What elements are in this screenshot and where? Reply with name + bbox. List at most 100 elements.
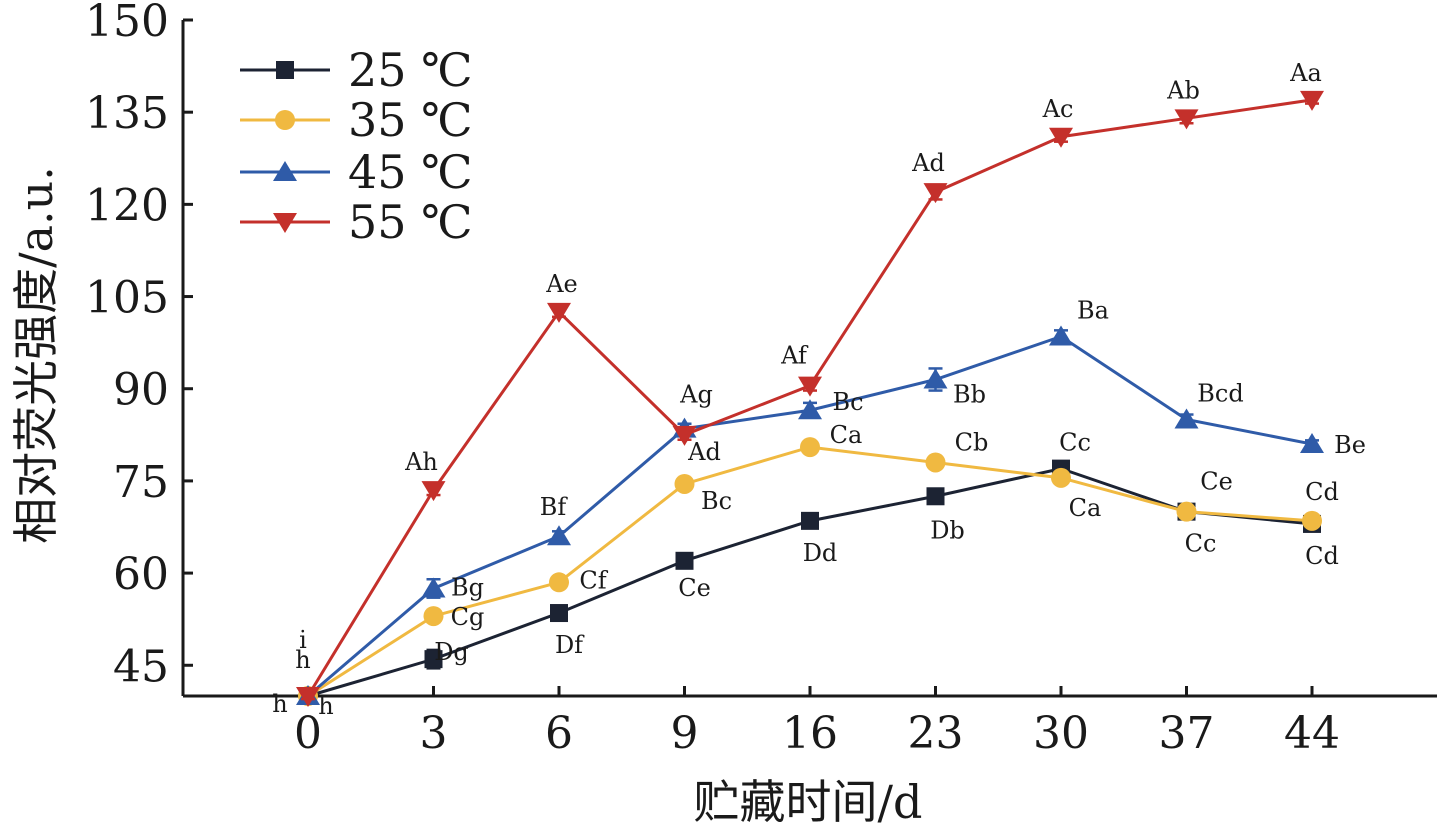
data-point [923,183,948,204]
data-point [923,368,948,389]
legend-entry: 55 ℃ [240,195,473,249]
data-point [296,687,320,707]
legend-marker [276,61,294,79]
data-point [547,302,571,323]
data-point [674,473,695,494]
data-point [423,606,444,627]
data-point [1176,501,1197,522]
data-point [798,376,822,397]
data-label: Bc [701,487,732,515]
y-tick-label: 120 [85,180,169,231]
data-label: Cc [1185,530,1217,558]
data-label: Cf [579,566,608,594]
data-point [1174,408,1199,429]
x-tick-label: 9 [671,708,699,759]
data-point [424,650,443,669]
data-point [1049,325,1073,346]
data-label: Ac [1042,95,1074,123]
data-label: Cc [1059,429,1091,457]
data-label: Dg [434,638,469,666]
series-layer [296,90,1324,707]
x-tick-label: 0 [294,708,322,759]
legend: 25 ℃35 ℃45 ℃55 ℃ [240,43,473,249]
data-point [550,604,568,623]
data-label: Bf [540,493,569,521]
series-4 [296,90,1324,707]
data-point [1300,90,1324,111]
data-label: Cd [1305,478,1339,506]
data-point [800,437,820,458]
data-point [801,511,819,530]
data-label: Ca [1069,494,1102,522]
data-point [1300,433,1324,454]
data-point [1049,127,1073,148]
y-axis-title: 相对荧光强度/a.u. [9,166,63,544]
data-label: Ae [545,270,578,298]
data-label: Dd [803,539,838,567]
data-label: Af [780,342,809,370]
legend-entry: 45 ℃ [240,145,473,199]
data-label: Cg [451,603,485,631]
data-label: Bb [953,381,986,409]
data-labels: h Dg Df Ce Dd Db Cc Cc Cd h Cg Cf Bc Ca Cb Ca Ce Cd h Bg Bf A… [272,59,1366,720]
data-label: Ca [830,421,863,449]
data-label: Ba [1077,296,1109,324]
data-point [1174,109,1199,130]
x-tick-label: 23 [908,708,964,759]
y-tick-label: 135 [85,88,169,139]
data-label: Db [930,516,965,544]
data-point [925,452,946,473]
legend-label: 45 ℃ [348,145,473,199]
data-label: Cb [955,428,989,456]
data-label: Ce [678,574,711,602]
data-label: Ce [1200,468,1233,496]
legend-marker [273,161,297,181]
data-label: h [295,646,310,674]
legend-label: 55 ℃ [348,195,473,249]
data-point [1051,467,1071,488]
y-tick-label: 150 [85,0,169,47]
data-point [672,425,697,446]
data-label: Ad [687,438,721,466]
data-label: Ab [1166,76,1200,104]
y-tick-label: 60 [113,549,169,600]
legend-entry: 35 ℃ [240,93,473,147]
data-label: Be [1334,431,1366,459]
legend-label: 25 ℃ [348,43,473,97]
x-tick-label: 44 [1284,708,1340,759]
x-axis-title: 贮藏时间/d [694,775,923,829]
series-2 [298,437,1322,706]
data-point [421,577,446,598]
y-tick-label: 90 [113,365,169,416]
data-label: Ad [911,149,945,177]
data-label: Cd [1305,542,1339,570]
data-label: Ag [679,381,713,409]
legend-label: 35 ℃ [348,93,473,147]
axes: 45 60 75 90 105 120 135 150 0 3 6 9 16 23 30 37 44 [85,0,1437,759]
data-label: Bg [451,573,484,601]
data-label: Ah [404,448,438,476]
data-label: Bcd [1197,379,1243,407]
x-tick-label: 6 [545,708,573,759]
legend-marker [275,110,295,130]
legend-entry: 25 ℃ [240,43,473,97]
x-tick-label: 16 [782,708,838,759]
data-label: Df [555,631,585,659]
data-point [547,525,571,546]
y-tick-label: 105 [85,273,169,324]
data-label: i [299,626,307,654]
data-label: h [318,692,333,720]
series-3 [296,325,1324,705]
data-point [1302,510,1322,531]
y-tick-label: 45 [113,641,169,692]
y-tick-label: 75 [113,457,169,508]
legend-marker [273,213,297,233]
data-point [549,572,569,593]
data-label: Bc [832,388,863,416]
data-label: h [272,690,287,718]
data-label: Aa [1289,59,1322,87]
x-tick-label: 30 [1033,708,1089,759]
data-point [798,399,822,420]
data-point [926,487,945,506]
